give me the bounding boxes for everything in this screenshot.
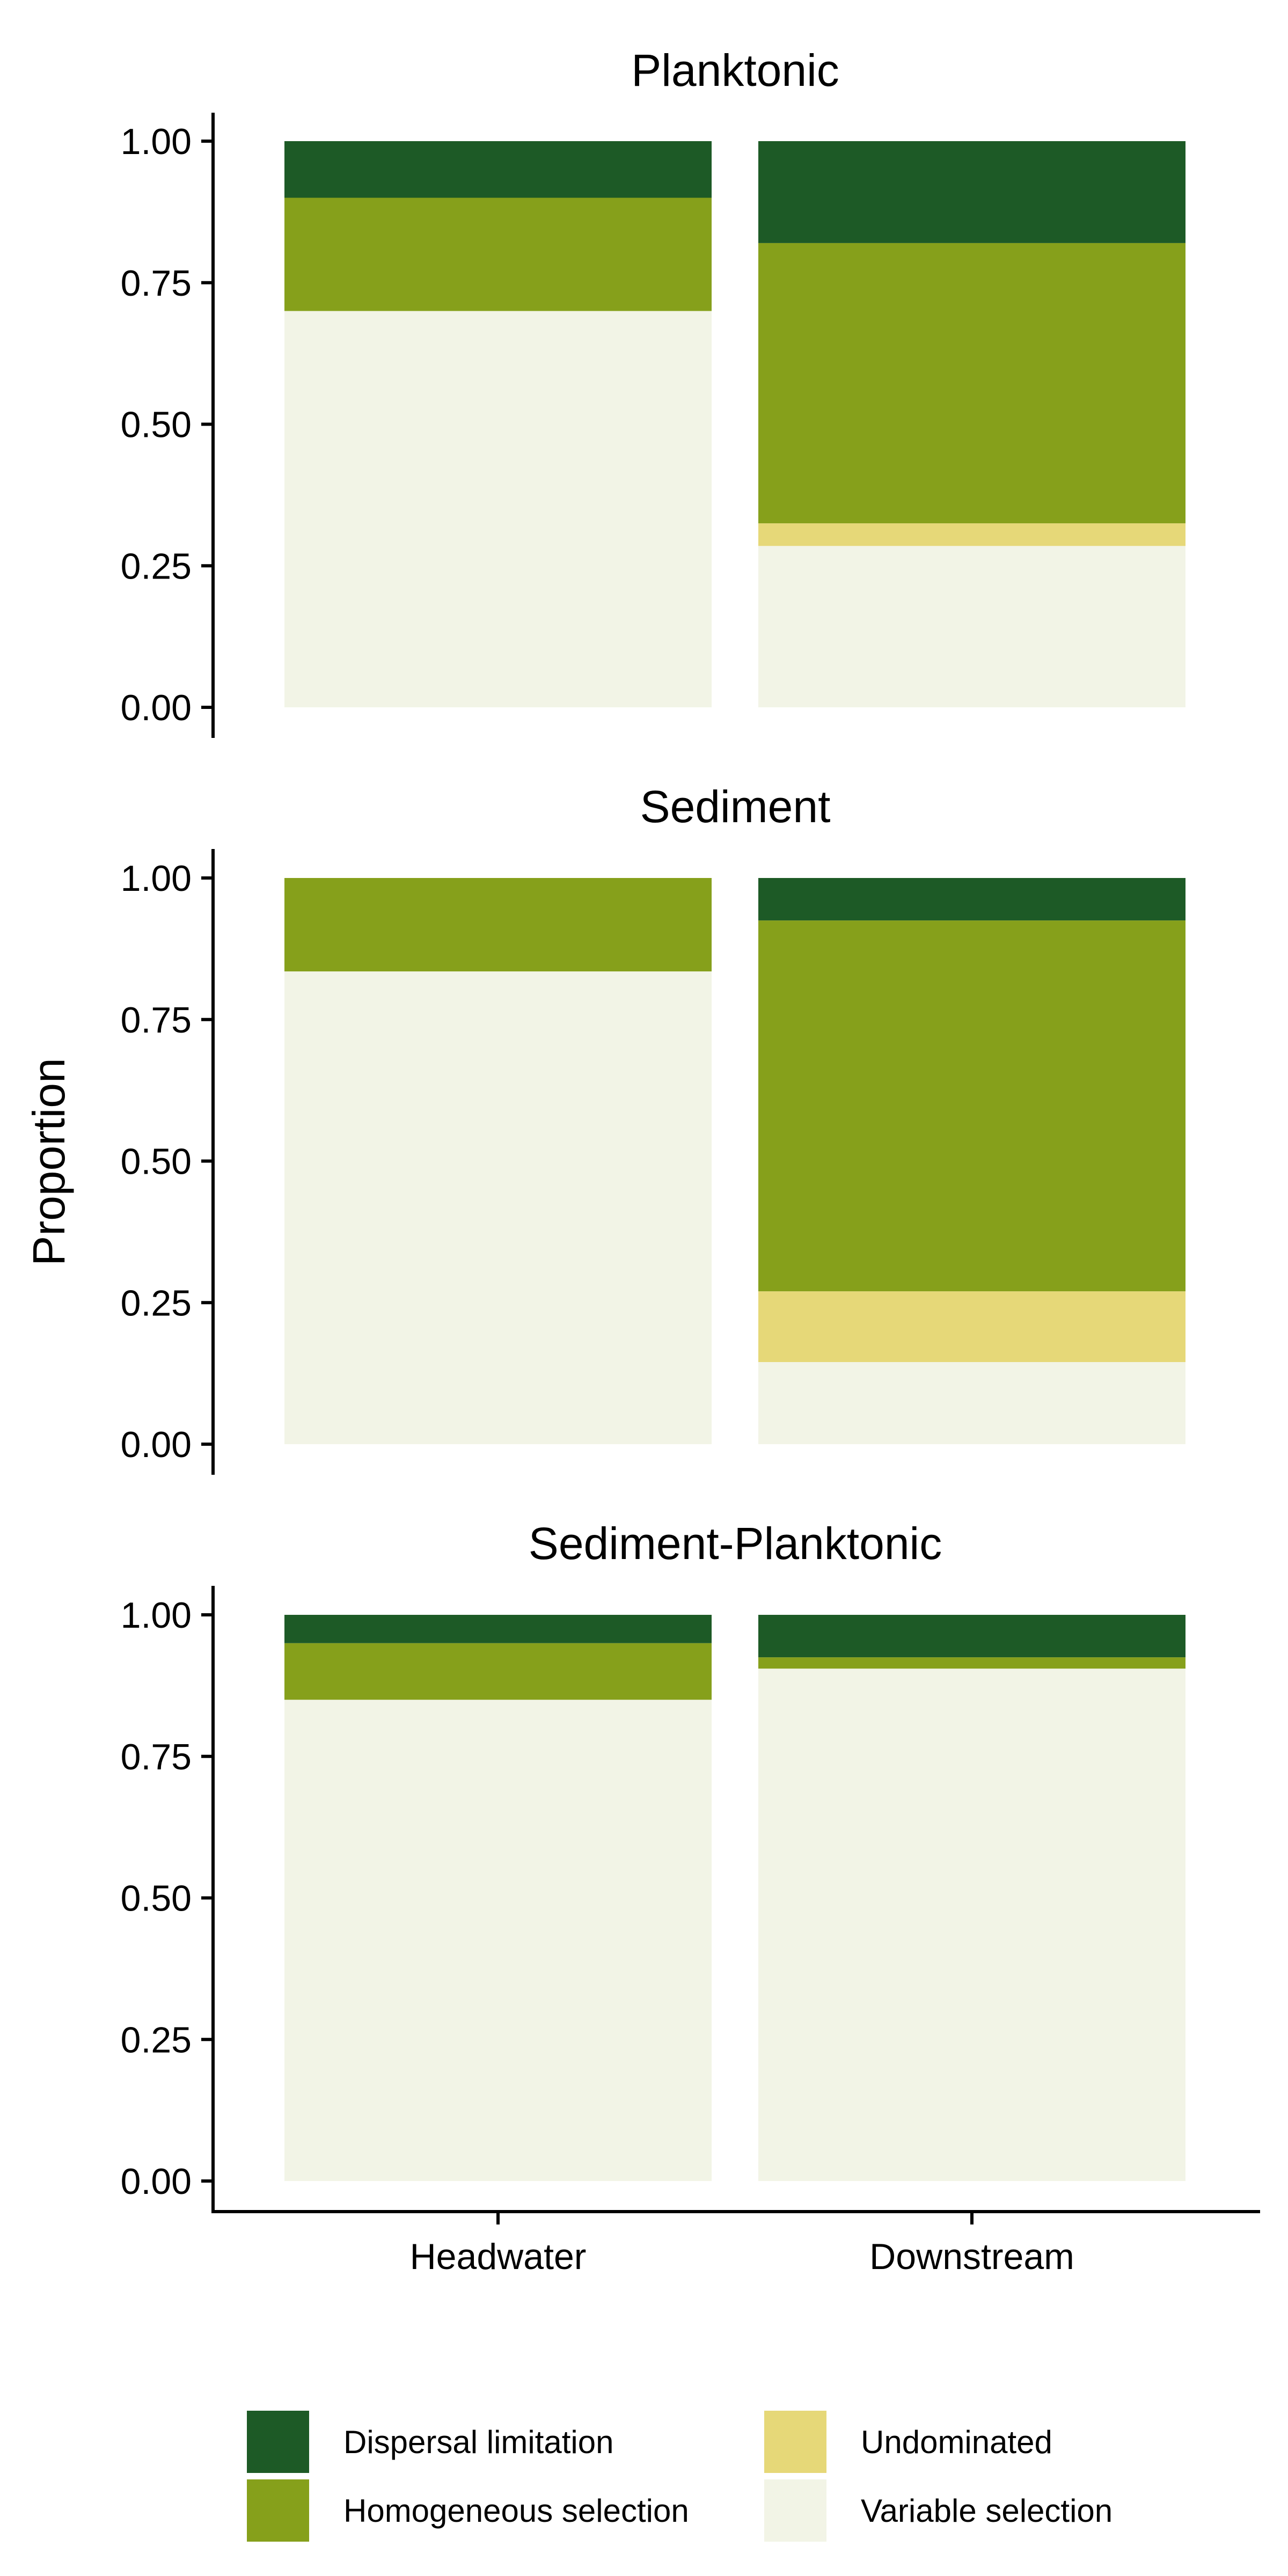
x-axis: Headwater Downstream bbox=[211, 2210, 1260, 2277]
chart-panels: Planktonic 0.00 0.25 0.50 0.75 1.00 Sediment 0.… bbox=[121, 45, 1185, 2212]
y-axis-title: Proportion bbox=[24, 1058, 74, 1266]
legend-item: Homogeneous selection bbox=[247, 2479, 689, 2542]
legend-item: Variable selection bbox=[764, 2479, 1113, 2542]
bar-segment-homogeneous-selection bbox=[758, 1657, 1185, 1669]
legend-item: Undominated bbox=[764, 2411, 1052, 2473]
y-tick-label: 0.25 bbox=[121, 546, 192, 587]
y-tick-label: 1.00 bbox=[121, 1595, 192, 1636]
y-tick-label: 0.00 bbox=[121, 1424, 192, 1465]
bar-segment-dispersal-limitation bbox=[758, 141, 1185, 243]
bar-segment-variable-selection bbox=[758, 1362, 1185, 1444]
panel-title: Planktonic bbox=[631, 45, 839, 96]
bar-segment-variable-selection bbox=[284, 971, 712, 1444]
bar-segment-variable-selection bbox=[284, 1700, 712, 2181]
bar-segment-variable-selection bbox=[758, 546, 1185, 707]
y-tick-label: 0.00 bbox=[121, 2161, 192, 2202]
y-tick-label: 0.50 bbox=[121, 405, 192, 445]
bar-segment-homogeneous-selection bbox=[758, 920, 1185, 1292]
y-tick-label: 1.00 bbox=[121, 121, 192, 162]
bar-segment-dispersal-limitation bbox=[284, 141, 712, 198]
bar-segment-undominated bbox=[758, 523, 1185, 546]
bar-segment-homogeneous-selection bbox=[284, 878, 712, 972]
legend: Dispersal limitation Undominated Homogeneo… bbox=[247, 2411, 1113, 2542]
y-tick-label: 0.75 bbox=[121, 1737, 192, 1777]
legend-swatch bbox=[764, 2479, 826, 2542]
y-tick-label: 0.25 bbox=[121, 1283, 192, 1323]
y-tick-label: 0.00 bbox=[121, 687, 192, 728]
legend-item: Dispersal limitation bbox=[247, 2411, 614, 2473]
y-tick-label: 0.25 bbox=[121, 2019, 192, 2060]
legend-swatch bbox=[764, 2411, 826, 2473]
legend-label: Dispersal limitation bbox=[343, 2424, 614, 2460]
panel-2: Sediment 0.00 0.25 0.50 0.75 1.00 bbox=[121, 781, 1185, 1475]
x-tick-label: Downstream bbox=[869, 2236, 1074, 2277]
bar-segment-undominated bbox=[758, 1291, 1185, 1363]
bar-segment-dispersal-limitation bbox=[758, 1615, 1185, 1658]
y-tick-label: 0.75 bbox=[121, 1000, 192, 1041]
x-tick-label: Headwater bbox=[410, 2236, 587, 2277]
bar-segment-homogeneous-selection bbox=[758, 243, 1185, 524]
y-tick-label: 0.50 bbox=[121, 1141, 192, 1182]
legend-label: Undominated bbox=[861, 2424, 1052, 2460]
legend-swatch bbox=[247, 2479, 309, 2542]
y-tick-label: 0.75 bbox=[121, 263, 192, 304]
bar-segment-dispersal-limitation bbox=[758, 878, 1185, 921]
panel-1: Planktonic 0.00 0.25 0.50 0.75 1.00 bbox=[121, 45, 1185, 738]
panel-title: Sediment bbox=[640, 781, 831, 832]
legend-swatch bbox=[247, 2411, 309, 2473]
bar-segment-variable-selection bbox=[758, 1668, 1185, 2181]
bar-segment-dispersal-limitation bbox=[284, 1615, 712, 1643]
y-tick-label: 0.50 bbox=[121, 1878, 192, 1919]
legend-label: Variable selection bbox=[861, 2493, 1113, 2529]
y-tick-label: 1.00 bbox=[121, 858, 192, 899]
bar-segment-homogeneous-selection bbox=[284, 197, 712, 311]
legend-label: Homogeneous selection bbox=[343, 2493, 689, 2529]
bar-segment-variable-selection bbox=[284, 311, 712, 707]
panel-title: Sediment-Planktonic bbox=[529, 1518, 942, 1569]
panel-3: Sediment-Planktonic 0.00 0.25 0.50 0.75 1.00 bbox=[121, 1518, 1185, 2212]
bar-segment-homogeneous-selection bbox=[284, 1643, 712, 1700]
